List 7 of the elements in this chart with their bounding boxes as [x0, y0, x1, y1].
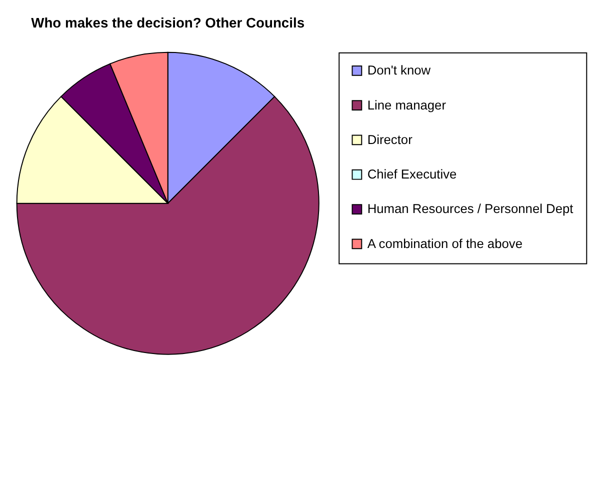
- legend-label: Director: [367, 132, 414, 147]
- legend-label: Don't know: [367, 62, 432, 78]
- chart-title: Who makes the decision? Other Councils: [31, 14, 305, 31]
- legend-label: Chief Executive: [367, 166, 457, 182]
- legend-label: Human Resources / Personnel Dept: [367, 201, 574, 216]
- legend-label: Line manager: [367, 97, 447, 112]
- legend-label: A combination of the above: [367, 236, 522, 251]
